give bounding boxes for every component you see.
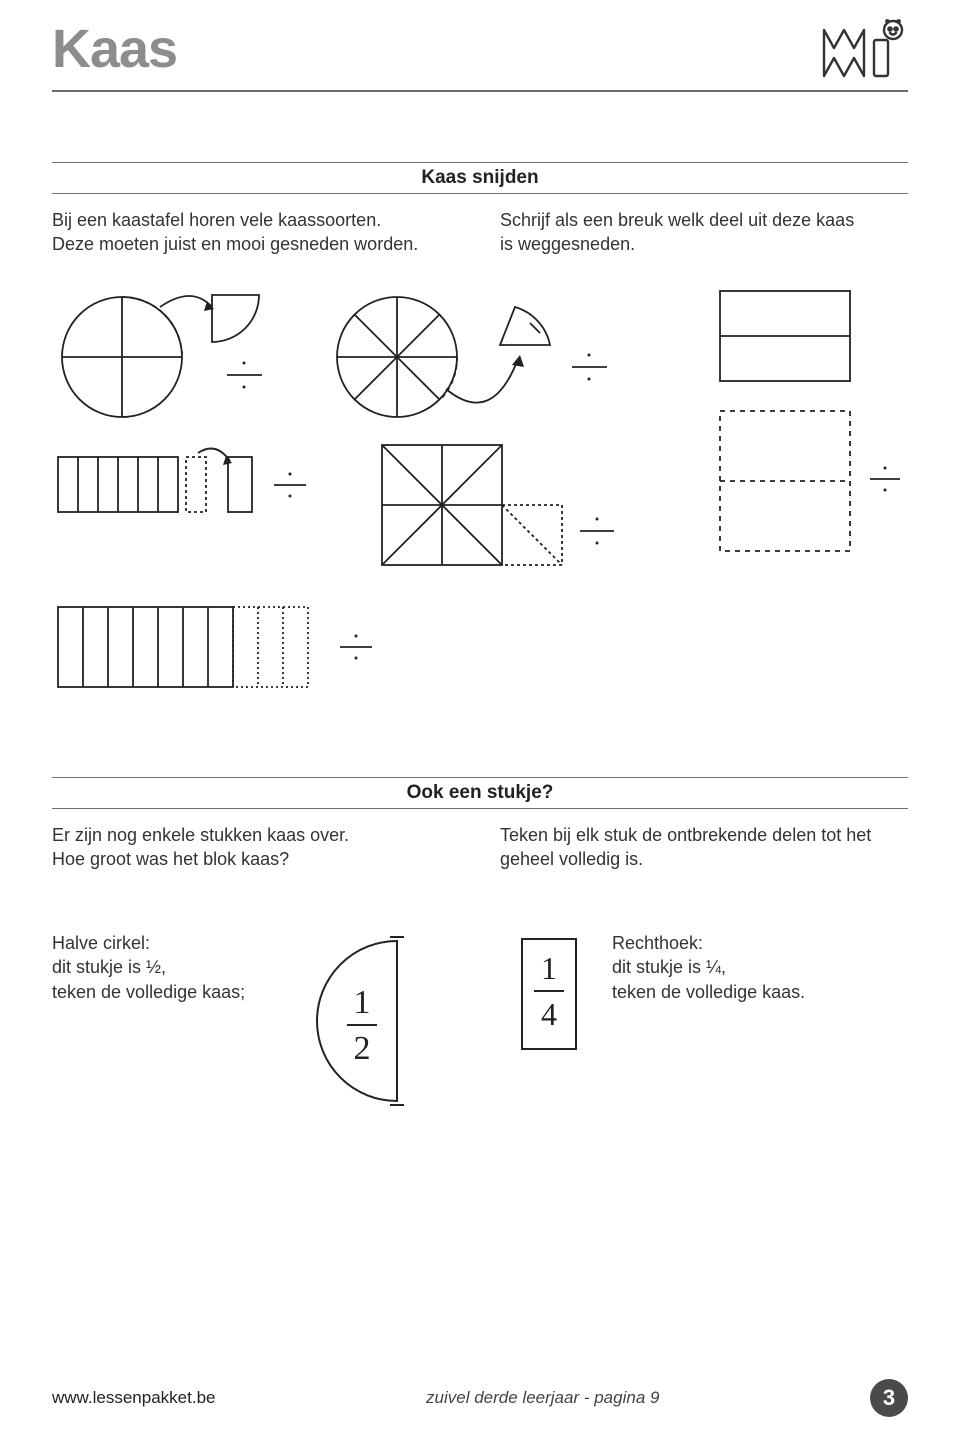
section2-text: Er zijn nog enkele stukken kaas over. Ho… <box>52 823 908 872</box>
diagram-area-1 <box>52 287 908 717</box>
half-den: 2 <box>354 1030 371 1067</box>
quarter-rect-figure: 1 4 <box>512 931 592 1061</box>
section2-left: Er zijn nog enkele stukken kaas over. Ho… <box>52 823 460 872</box>
quarter-den: 4 <box>541 996 557 1032</box>
quarter-line2: dit stukje is ¼, <box>612 957 726 977</box>
quarter-line3: teken de volledige kaas. <box>612 982 805 1002</box>
s2-left-line1: Er zijn nog enkele stukken kaas over. <box>52 825 349 845</box>
s1-left-line2: Deze moeten juist en mooi gesneden worde… <box>52 234 418 254</box>
page-title: Kaas <box>52 18 177 80</box>
section1-text: Bij een kaastafel horen vele kaassoorten… <box>52 208 908 257</box>
s2-left-line2: Hoe groot was het blok kaas? <box>52 849 289 869</box>
s2-right-line1: Teken bij elk stuk de ontbrekende delen … <box>500 825 871 845</box>
square-eighths-group <box>382 445 614 565</box>
logo-icon <box>818 18 908 84</box>
section-title-bar-2: Ook een stukje? <box>52 777 908 809</box>
footer-url: www.lessenpakket.be <box>52 1388 215 1408</box>
bar-sixths-group <box>58 448 306 512</box>
half-num: 1 <box>354 984 371 1021</box>
examples-row: Halve cirkel: dit stukje is ½, teken de … <box>52 931 908 1111</box>
half-line1: Halve cirkel: <box>52 933 150 953</box>
worksheet-page: Kaas Kaas snijden Bij een kaastafel hore… <box>0 0 960 1443</box>
section-title-1: Kaas snijden <box>421 167 538 188</box>
half-line2: dit stukje is ½, <box>52 957 166 977</box>
s2-right-line2: geheel volledig is. <box>500 849 643 869</box>
quarter-num: 1 <box>541 950 557 986</box>
section-title-2: Ook een stukje? <box>407 782 554 803</box>
circle-eighths-group <box>337 297 607 417</box>
fraction-diagrams <box>52 287 908 717</box>
section1-left: Bij een kaastafel horen vele kaassoorten… <box>52 208 460 257</box>
section2-right: Teken bij elk stuk de ontbrekende delen … <box>500 823 908 872</box>
bar-tenths-group <box>58 607 372 687</box>
footer: www.lessenpakket.be zuivel derde leerjaa… <box>52 1379 908 1417</box>
s1-right-line1: Schrijf als een breuk welk deel uit deze… <box>500 210 854 230</box>
rect-halves-group <box>720 291 900 551</box>
footer-mid: zuivel derde leerjaar - pagina 9 <box>215 1388 870 1408</box>
quarter-line1: Rechthoek: <box>612 933 703 953</box>
s1-left-line1: Bij een kaastafel horen vele kaassoorten… <box>52 210 381 230</box>
quarter-rect-text: Rechthoek: dit stukje is ¼, teken de vol… <box>612 931 832 1004</box>
section-title-bar-1: Kaas snijden <box>52 162 908 194</box>
logo-wi <box>818 18 908 84</box>
half-circle-figure: 1 2 <box>302 931 452 1111</box>
page-number-badge: 3 <box>870 1379 908 1417</box>
header: Kaas <box>52 18 908 92</box>
s1-right-line2: is weggesneden. <box>500 234 635 254</box>
section1-right: Schrijf als een breuk welk deel uit deze… <box>500 208 908 257</box>
half-circle-text: Halve cirkel: dit stukje is ½, teken de … <box>52 931 282 1004</box>
circle-quarters-group <box>62 295 262 417</box>
half-line3: teken de volledige kaas; <box>52 982 245 1002</box>
